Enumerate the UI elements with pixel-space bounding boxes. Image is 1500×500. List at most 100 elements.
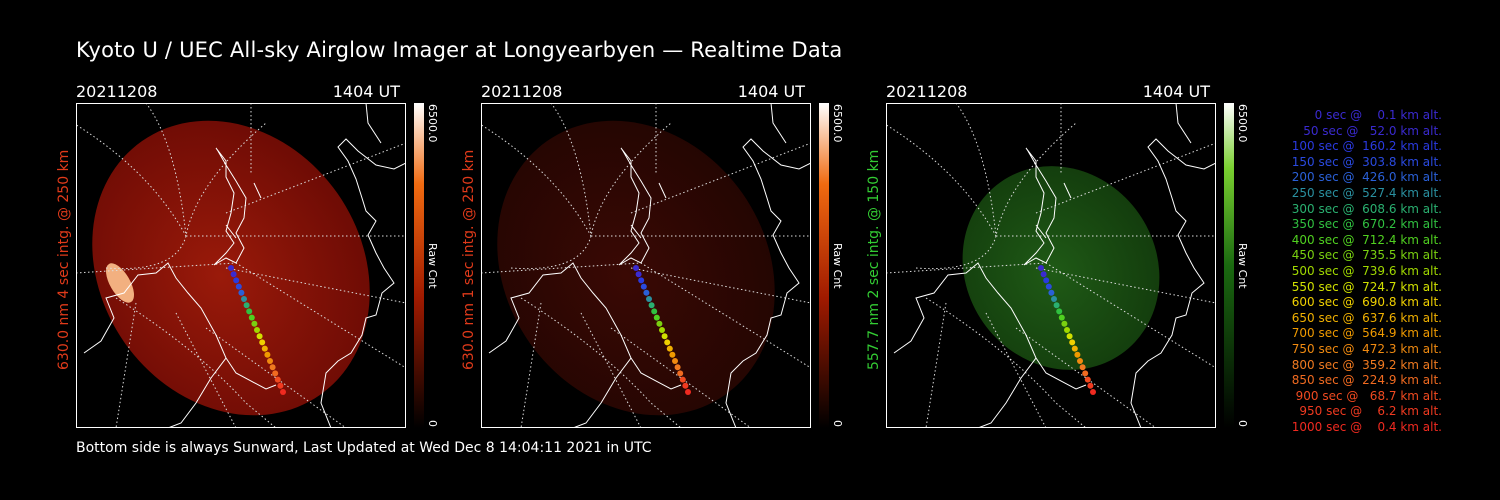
legend-entry: 200 sec @ 426.0 km alt. [1287,170,1442,185]
trajectory-point [651,308,658,315]
panel-frame [76,103,406,428]
trajectory-point [679,376,686,383]
trajectory-point [1058,314,1065,321]
trajectory-point [1048,289,1055,296]
trajectory-point [635,271,642,278]
trajectory-point [638,277,645,284]
trajectory-point [248,314,255,321]
panel-side-label: 557.7 nm 2 sec intg. @ 150 km [866,149,882,370]
trajectory-point [1090,389,1096,395]
legend-entry: 1000 sec @ 0.4 km alt. [1291,420,1442,434]
trajectory-point [1061,320,1068,327]
panel-frame [481,103,811,428]
legend-entry: 750 sec @ 472.3 km alt. [1287,342,1442,356]
trajectory-point [659,327,665,333]
coastline [488,103,811,428]
legend-entry: 100 sec @ 160.2 km alt. [1287,139,1442,154]
legend-entry: 400 sec @ 712.4 km alt. [1287,232,1442,247]
trajectory-point [1087,382,1094,389]
trajectory-point [267,358,273,364]
allsky-image-panel [886,103,1216,428]
trajectory-point [656,320,663,327]
legend-entry: 250 sec @ 527.4 km alt. [1287,186,1442,200]
colorbar-unit: Raw Cnt [426,243,439,289]
trajectory-point [1079,364,1086,371]
trajectory-point [1082,370,1089,377]
trajectory-point [1043,277,1050,284]
trajectory-point [640,283,647,290]
colorbar-max: 6500.0 [1236,104,1249,143]
legend-entry: 900 sec @ 68.7 km alt. [1291,388,1442,403]
panel-date: 20211208 [76,82,158,101]
trajectory-point [274,376,281,383]
colorbar-unit: Raw Cnt [831,243,844,289]
coastline [893,103,1216,428]
legend-entry: 800 sec @ 359.2 km alt. [1287,357,1442,372]
panel-side-label: 630.0 nm 4 sec intg. @ 250 km [56,149,72,370]
colorbar-min: 0 [1236,420,1249,427]
trajectory-point [633,265,639,271]
legend-entry: 450 sec @ 735.5 km alt. [1287,248,1442,263]
legend-entry: 850 sec @ 224.9 km alt. [1287,373,1442,388]
trajectory-point [280,389,286,395]
colorbar [414,103,424,428]
update-footer: Bottom side is always Sunward, Last Upda… [76,440,652,456]
airglow-image [962,166,1160,370]
panel-date: 20211208 [886,82,968,101]
trajectory-point [666,345,673,352]
legend-entry: 0 sec @ 0.1 km alt. [1303,108,1442,122]
trajectory-point [646,296,652,302]
trajectory-point [1074,351,1081,358]
trajectory-point [1051,296,1057,302]
trajectory-point [1084,376,1091,383]
trajectory-point [1053,302,1060,309]
allsky-image-panel [76,103,406,428]
trajectory-point [1071,345,1078,352]
trajectory-point [1056,308,1063,315]
trajectory-point [228,265,234,271]
trajectory-point [259,339,266,346]
panel-time: 1404 UT [332,82,400,101]
colorbar-max: 6500.0 [831,104,844,143]
trajectory-point [685,389,691,395]
trajectory-point [653,314,660,321]
legend-entry: 300 sec @ 608.6 km alt. [1287,201,1442,216]
trajectory-point [669,351,676,358]
trajectory-point [264,351,271,358]
trajectory-point [664,339,671,346]
trajectory-point [1064,327,1070,333]
trajectory-point [233,277,240,284]
colorbar-unit: Raw Cnt [1236,243,1249,289]
panel-date: 20211208 [481,82,563,101]
airglow-image [92,120,370,416]
colorbar-max: 6500.0 [426,104,439,143]
colorbar-min: 0 [426,420,439,427]
trajectory-point [246,308,253,315]
trajectory-point [1038,265,1044,271]
legend-entry: 950 sec @ 6.2 km alt. [1295,404,1442,419]
panel-frame [886,103,1216,428]
coastline [83,103,406,428]
trajectory-point [643,289,650,296]
trajectory-point [254,327,260,333]
panel-time: 1404 UT [1142,82,1210,101]
aurora-bright-spot [106,263,134,303]
trajectory-point [243,302,250,309]
trajectory-point [661,333,668,340]
trajectory-point [1040,271,1047,278]
trajectory-point [674,364,681,371]
legend-entry: 650 sec @ 637.6 km alt. [1287,310,1442,325]
colorbar [819,103,829,428]
trajectory-point [251,320,258,327]
trajectory-point [682,382,689,389]
legend-entry: 700 sec @ 564.9 km alt. [1287,326,1442,341]
trajectory-point [230,271,237,278]
airglow-image [497,120,775,416]
trajectory-point [272,370,279,377]
trajectory-point [241,296,247,302]
trajectory-point [1045,283,1052,290]
legend-entry: 500 sec @ 739.6 km alt. [1287,264,1442,278]
colorbar-min: 0 [831,420,844,427]
trajectory-point [648,302,655,309]
trajectory-point [672,358,678,364]
